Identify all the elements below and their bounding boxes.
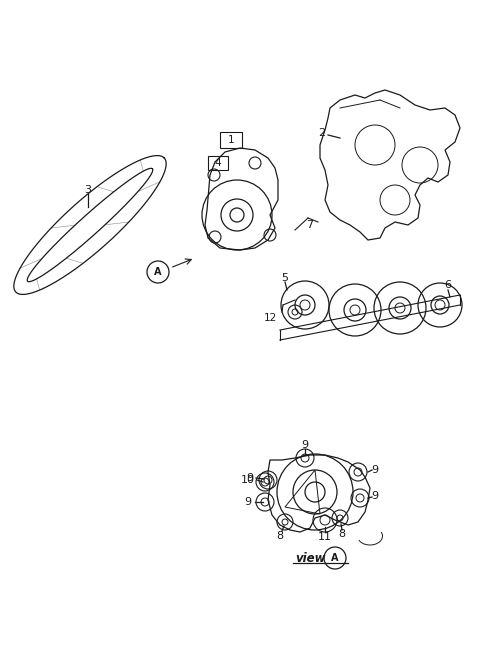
Text: 4: 4 [215, 158, 221, 168]
Text: 9: 9 [372, 465, 379, 475]
Text: 10: 10 [241, 475, 255, 485]
Text: 9: 9 [246, 473, 253, 483]
Text: 9: 9 [244, 497, 252, 507]
Text: A: A [154, 267, 162, 277]
Text: 2: 2 [318, 128, 325, 138]
Text: A: A [331, 553, 339, 563]
Text: 11: 11 [318, 532, 332, 542]
Text: 7: 7 [306, 220, 313, 230]
Text: 8: 8 [338, 529, 346, 539]
Text: 9: 9 [301, 440, 309, 450]
Text: 8: 8 [276, 531, 284, 541]
Text: 1: 1 [228, 135, 234, 145]
Text: 9: 9 [372, 491, 379, 501]
Text: 12: 12 [264, 313, 276, 323]
Text: view: view [295, 552, 325, 565]
Text: 3: 3 [84, 185, 92, 195]
Text: 6: 6 [444, 280, 452, 290]
Text: 5: 5 [281, 273, 288, 283]
